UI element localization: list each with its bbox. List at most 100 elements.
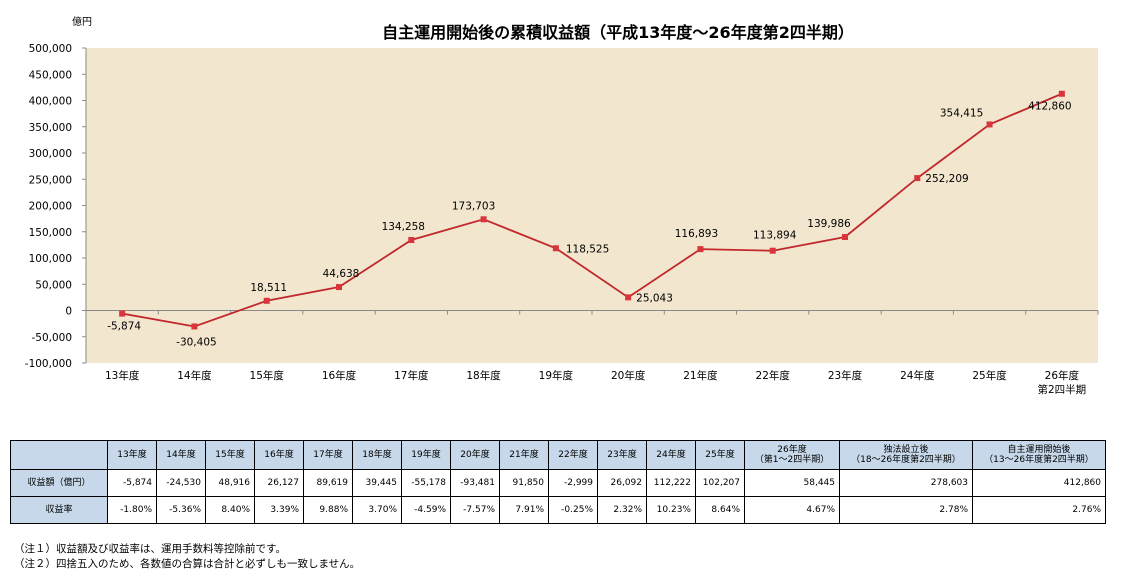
cumulative-return-line-chart: 自主運用開始後の累積収益額（平成13年度～26年度第2四半期） 億円 500,0… [25,15,1099,396]
x-tick-label: 13年度 [105,369,140,382]
header-line-2: （13～26年度第2四半期） [984,455,1094,465]
plot-area [86,48,1098,363]
x-tick-label: 24年度 [900,369,935,382]
y-tick-label: 150,000 [29,227,72,239]
data-label: -5,874 [107,321,141,333]
table-cell: -55,178 [401,469,451,497]
y-axis-unit-label: 億円 [72,15,92,28]
data-point-marker [625,294,632,301]
returns-table: 13年度 14年度 15年度 16年度 17年度 18年度 19年度 20年度 21年度 22年度… [10,440,1106,524]
table-row: 収益額（億円） -5,874 -24,530 48,916 26,127 89,619 39… [10,469,1106,497]
data-label: 113,894 [753,230,797,242]
table-cell: 8.64% [695,496,745,524]
data-label: 139,986 [807,218,851,230]
table-cell: 26,127 [254,469,304,497]
footnotes: （注１）収益額及び収益率は、運用手数料等控除前です。 （注２）四捨五入のため、各… [14,542,360,572]
table-header-cell: 17年度 [303,440,353,470]
table-header-cell: 19年度 [401,440,451,470]
footnote-2: （注２）四捨五入のため、各数値の合算は合計と必ずしも一致しません。 [14,558,361,570]
x-tick-label: 14年度 [177,369,212,382]
table-header-cell: 24年度 [646,440,696,470]
table-cell: -1.80% [107,496,157,524]
table-header-cell: 18年度 [352,440,402,470]
data-label: 116,893 [675,228,718,240]
table-cell: 2.32% [597,496,647,524]
table-header-cell-summary: 自主運用開始後 （13～26年度第2四半期） [972,440,1106,470]
table-cell: 7.91% [499,496,549,524]
data-point-marker [408,237,415,244]
table-cell: 9.88% [303,496,353,524]
table-cell: 10.23% [646,496,696,524]
x-tick-label: 19年度 [539,369,574,382]
table-cell: -93,481 [450,469,500,497]
table-cell: 3.39% [254,496,304,524]
data-point-marker [986,121,993,128]
table-header-cell: 21年度 [499,440,549,470]
y-tick-label: 300,000 [29,148,72,160]
table-row: 収益率 -1.80% -5.36% 8.40% 3.39% 9.88% 3.70% -4.59… [10,496,1106,524]
x-axis: 13年度 14年度 15年度 16年度 17年度 18年度 19年度 20年度 21年度 22年度… [85,310,1099,396]
x-tick-sublabel: 第2四半期 [1038,383,1087,396]
table-cell: 58,445 [744,469,840,497]
y-tick-label: 350,000 [29,122,72,134]
chart-title: 自主運用開始後の累積収益額（平成13年度～26年度第2四半期） [382,23,854,42]
data-label: 118,525 [566,243,609,255]
table-cell: 4.67% [744,496,840,524]
table-cell: -7.57% [450,496,500,524]
data-label: 412,860 [1028,101,1071,113]
x-tick-label: 26年度 [1045,369,1080,382]
table-header-cell: 20年度 [450,440,500,470]
row-label: 収益率 [10,496,108,524]
table-cell: 26,092 [597,469,647,497]
table-cell: 91,850 [499,469,549,497]
table-cell: -24,530 [156,469,206,497]
data-label: 252,209 [925,173,968,185]
table-cell: 412,860 [972,469,1106,497]
data-point-marker [1058,90,1065,97]
x-tick-label: 17年度 [394,369,429,382]
x-tick-label: 21年度 [683,369,718,382]
x-tick-label: 16年度 [322,369,357,382]
y-tick-label: 200,000 [29,201,72,213]
x-tick-label: 23年度 [828,369,863,382]
y-tick-label: 500,000 [29,43,72,55]
data-point-marker [914,175,921,182]
x-tick-label: 15年度 [250,369,285,382]
table-header-cell-summary: 独法設立後 （18～26年度第2四半期） [839,440,973,470]
data-point-marker [552,245,559,252]
table-header-cell: 15年度 [205,440,255,470]
y-axis: 500,000 450,000 400,000 350,000 300,000 250,0… [25,43,87,370]
y-tick-label: 50,000 [35,279,72,291]
row-label: 収益額（億円） [10,469,108,497]
data-point-marker [697,246,704,253]
header-line-1: 26年度 [777,445,807,455]
x-tick-label: 20年度 [611,369,646,382]
table-cell: 2.78% [839,496,973,524]
table-cell: 102,207 [695,469,745,497]
data-point-marker [263,297,270,304]
y-tick-label: -100,000 [25,358,72,370]
header-line-2: （18～26年度第2四半期） [851,455,961,465]
data-point-marker [480,216,487,223]
data-label: -30,405 [176,336,217,348]
table-cell: 48,916 [205,469,255,497]
table-cell: 39,445 [352,469,402,497]
table-cell: -2,999 [548,469,598,497]
table-body: 収益額（億円） -5,874 -24,530 48,916 26,127 89,619 39… [10,469,1106,524]
y-tick-label: -50,000 [31,332,72,344]
data-label: 354,415 [940,107,983,119]
table-header-cell: 14年度 [156,440,206,470]
series-cumulative-return: -5,874 -30,405 18,511 44,638 134,258 173,703 1… [107,90,1072,348]
x-tick-label: 22年度 [756,369,791,382]
data-label: 25,043 [636,292,673,304]
y-tick-label: 0 [65,306,72,318]
table-header-cell: 22年度 [548,440,598,470]
table-header-cell-summary: 26年度 （第1～2四半期） [744,440,840,470]
table-cell: 278,603 [839,469,973,497]
y-tick-label: 400,000 [29,96,72,108]
footnote-1: （注１）収益額及び収益率は、運用手数料等控除前です。 [14,543,286,555]
data-point-marker [769,247,776,254]
table-cell: 2.76% [972,496,1106,524]
table-cell: 112,222 [646,469,696,497]
data-label: 18,511 [250,282,287,294]
